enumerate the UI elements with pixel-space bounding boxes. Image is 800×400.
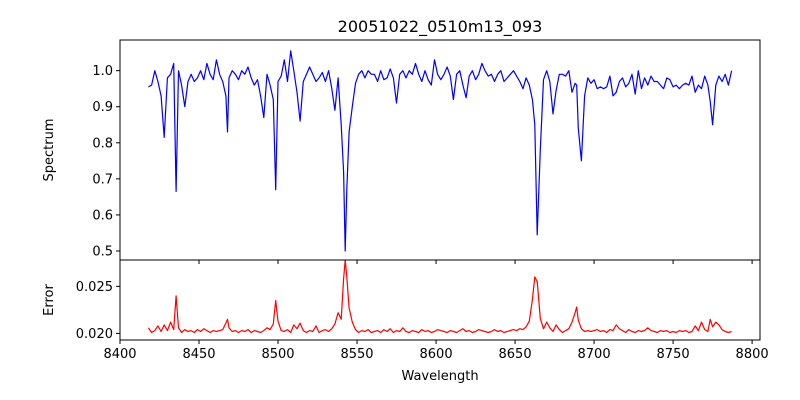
x-axis-label: Wavelength [401,369,478,384]
x-tick-label: 8550 [340,347,373,362]
x-tick-label: 8400 [103,347,136,362]
spectrum-y-tick-label: 0.6 [92,208,113,223]
spectrum-axes-frame [119,39,761,261]
error-y-tick-label: 0.020 [76,327,113,342]
error-y-tick-label: 0.025 [76,280,113,295]
x-tick-label: 8700 [578,347,611,362]
x-tick-label: 8500 [261,347,294,362]
spectrum-y-axis-label: Spectrum [42,119,57,182]
spectrum-y-tick-label: 0.5 [92,244,113,259]
error-y-axis-label: Error [42,284,57,316]
error-series-line [147,259,732,334]
spectrum-series-line [148,50,733,252]
error-axis-ticks: 8400 8450 8500 8550 8600 8650 8700 8750 8800 0.02… [76,280,769,362]
chart-title: 20051022_0510m13_093 [338,17,543,37]
spectrum-y-tick-label: 0.8 [92,136,113,151]
spectrum-panel: 0.5 0.6 0.7 0.8 0.9 1.0 Spectrum [42,39,761,264]
error-axes-frame [119,259,761,341]
spectrum-y-tick-label: 0.7 [92,172,113,187]
error-panel: 8400 8450 8500 8550 8600 8650 8700 8750 8800 0.02… [42,259,769,384]
spectrum-y-tick-label: 1.0 [92,64,113,79]
x-tick-label: 8650 [499,347,532,362]
x-tick-label: 8600 [420,347,453,362]
spectrum-y-tick-label: 0.9 [92,100,113,115]
spectrum-axis-ticks: 0.5 0.6 0.7 0.8 0.9 1.0 [92,64,753,264]
x-tick-label: 8800 [736,347,769,362]
x-tick-label: 8450 [182,347,215,362]
x-tick-label: 8750 [657,347,690,362]
